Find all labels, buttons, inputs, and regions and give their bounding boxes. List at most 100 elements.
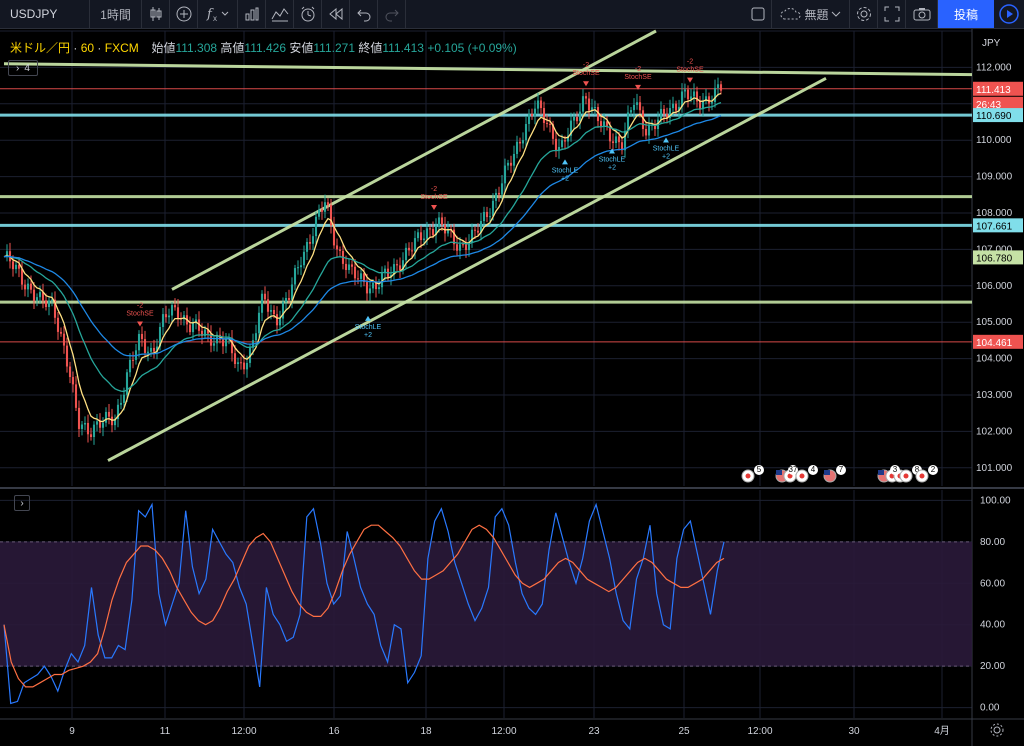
candle-body [581,96,585,112]
candle-body [401,260,405,271]
gear-icon[interactable] [850,0,878,28]
candle-body [560,140,564,147]
candle-body [467,242,471,251]
candle-body [407,247,411,251]
candle-body [224,338,228,347]
japan-flag-dot [919,473,925,479]
candle-body [167,315,171,318]
signal-qty: -2 [635,66,641,73]
candle-body [323,202,327,212]
oscillator-axis-label: 20.00 [980,661,1005,672]
us-flag-canton [776,470,782,475]
candle-body [554,138,558,151]
legend-collapse-button[interactable]: › 4 [8,60,38,76]
candle-icon[interactable] [142,0,170,28]
plus-circle-icon[interactable] [170,0,198,28]
fullscreen-icon[interactable] [878,0,906,28]
candle-body [545,122,549,124]
candle-body [383,268,387,274]
candle-body [569,120,573,136]
candle-body [674,103,678,111]
candle-body [290,284,294,300]
ma-fast-line [3,92,722,423]
signal-qty: +2 [608,164,616,171]
undo-icon[interactable] [350,0,378,28]
layout-menu-button[interactable]: 無題 [772,0,850,28]
candle-body [335,245,339,250]
candle-body [317,209,321,217]
trend-line [3,62,973,77]
candle-body [194,319,198,324]
candle-body [242,362,246,370]
event-marker: 37 [775,465,798,483]
price-badge-bg [973,108,1023,123]
indicator-icon[interactable] [266,0,294,28]
candle-body [593,107,597,109]
price-badge-bg [973,250,1023,265]
candle-body [395,264,399,266]
candle-body [287,298,291,300]
camera-icon[interactable] [906,0,938,28]
ma-mid-line [3,101,722,393]
candle-body [23,284,27,290]
candle-body [143,339,147,353]
play-icon[interactable] [994,0,1024,28]
candle-body [470,229,474,243]
interval-button[interactable]: 1時間 [90,0,142,28]
candle-body [368,288,372,294]
candle-body [38,292,42,298]
us-flag-canton [878,470,884,475]
candle-body [434,226,438,236]
candle-body [104,411,108,423]
candle-body [602,121,606,127]
candle-body [206,329,210,334]
candle-body [566,135,570,142]
price-axis-label: 104.000 [976,354,1013,365]
alert-icon[interactable] [294,0,322,28]
candle-body [161,314,165,327]
candle-body [425,228,429,239]
price-axis-label: 107.000 [976,244,1013,255]
symbol-search-button[interactable]: USDJPY [0,0,90,28]
candle-body [644,128,648,136]
oscillator-axis-label: 80.00 [980,537,1005,548]
candle-body [314,216,318,237]
bar-compare-icon[interactable] [238,0,266,28]
chart-area[interactable]: 101.000 102.000 103.000 104.000 105.000 106.0… [0,29,1024,746]
candle-body [32,289,36,301]
candle-body [83,422,87,425]
candle-body [272,310,276,315]
strategy-signal: StochLE+2 [653,137,680,161]
axis-settings-icon[interactable] [990,723,1004,737]
candle-body [191,323,195,333]
candle-body [137,333,141,351]
candle-body [446,228,450,234]
price-axis-label: 105.000 [976,317,1013,328]
event-count-bg [928,465,938,475]
arrow-up-icon [663,137,669,143]
time-axis-label: 4月 [934,725,950,737]
candle-body [89,434,93,438]
legend-timeframe: 60 [80,41,95,55]
candle-body [491,200,495,217]
square-icon[interactable] [744,0,772,28]
candle-body [305,241,309,252]
arrow-down-icon [635,84,641,90]
publish-button[interactable]: 投稿 [938,0,994,28]
oscillator-collapse-button[interactable]: › [14,495,30,511]
candle-body [80,424,84,429]
candle-body [53,299,57,318]
signal-label: StochSE [676,67,704,74]
price-axis-label: 109.000 [976,172,1013,183]
redo-icon[interactable] [378,0,406,28]
candle-body [95,421,99,425]
strategy-signal: StochLE+2 [599,148,626,171]
candle-body [677,106,681,111]
replay-icon[interactable] [322,0,350,28]
candle-body [197,319,201,331]
candle-body [14,264,18,270]
candle-body [170,305,174,316]
arrow-down-icon [687,77,693,83]
